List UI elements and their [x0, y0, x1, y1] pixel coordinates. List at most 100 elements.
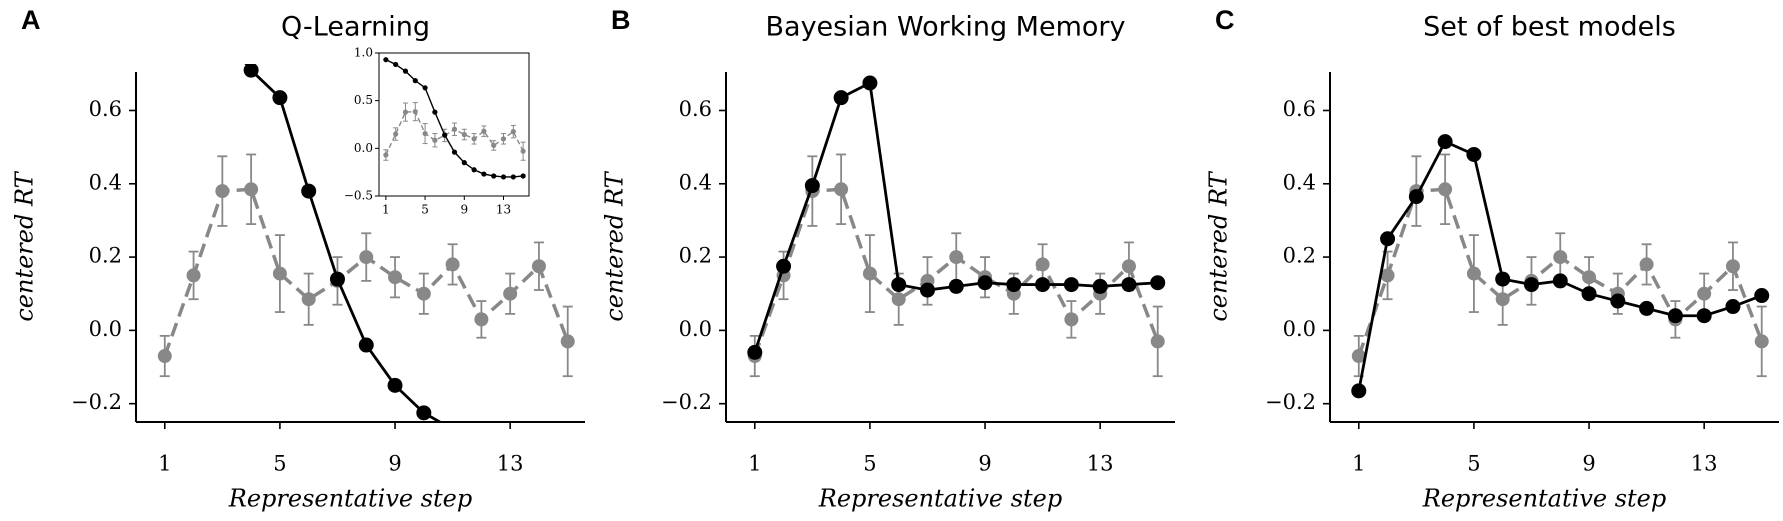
point: [531, 433, 546, 448]
point: [1035, 257, 1050, 272]
y-tick-label: 0.2: [1283, 244, 1316, 268]
point: [1437, 134, 1453, 150]
x-tick-label: 9: [1582, 452, 1595, 476]
point: [1121, 277, 1137, 293]
point: [215, 184, 230, 199]
point: [560, 334, 575, 349]
point: [402, 109, 409, 115]
point: [412, 109, 418, 115]
point: [531, 259, 546, 274]
y-tick-label: −0.2: [71, 390, 122, 414]
point: [422, 85, 428, 91]
point: [383, 152, 389, 158]
plot-area: [157, 26, 575, 448]
point: [1639, 257, 1654, 272]
y-tick-label: 0.0: [679, 317, 712, 341]
point: [1495, 271, 1511, 287]
inset-x-tick-label: 5: [421, 203, 429, 217]
plot-area: [1351, 134, 1770, 399]
x-tick-label: 9: [388, 452, 401, 476]
point: [1092, 278, 1108, 294]
y-tick-label: 0.2: [679, 244, 712, 268]
point: [481, 171, 487, 177]
point: [1466, 146, 1482, 162]
point: [491, 142, 497, 149]
point: [862, 75, 878, 91]
point: [474, 429, 489, 444]
y-tick-label: 0.6: [679, 97, 712, 121]
y-axis-label: centered RT: [1205, 170, 1233, 321]
plot-area: [747, 75, 1166, 378]
x-tick-label: 13: [1691, 452, 1718, 476]
point: [520, 173, 526, 179]
point: [560, 429, 575, 444]
inset-y-tick-label: 1.0: [354, 46, 373, 60]
point: [1667, 308, 1683, 324]
point: [329, 271, 345, 287]
inset-y-tick-label: 0.0: [354, 141, 373, 155]
panel-label: A: [21, 5, 41, 35]
point: [520, 148, 526, 154]
x-tick-label: 5: [1467, 452, 1480, 476]
y-tick-label: 0.4: [1283, 170, 1316, 194]
point: [416, 405, 432, 421]
point: [804, 178, 820, 194]
point: [481, 128, 487, 134]
x-axis-label: Representative step: [818, 485, 1062, 513]
point: [500, 174, 507, 180]
point: [442, 132, 448, 138]
point: [272, 90, 288, 106]
point: [891, 277, 907, 293]
x-axis-label: Representative step: [228, 485, 472, 513]
point: [1380, 268, 1395, 283]
point: [1754, 288, 1770, 304]
inset-x-tick-label: 1: [382, 203, 390, 217]
point: [776, 258, 792, 274]
point: [1351, 349, 1366, 364]
point: [244, 182, 259, 197]
inset-y-tick-label: 0.5: [354, 93, 373, 107]
series-line: [753, 80, 1158, 353]
x-tick-label: 1: [158, 452, 171, 476]
y-tick-label: 0.0: [1283, 317, 1316, 341]
point: [747, 344, 763, 360]
point: [301, 292, 316, 307]
point: [1582, 270, 1597, 285]
point: [157, 349, 172, 364]
inset-x-tick-label: 9: [460, 203, 468, 217]
point: [412, 78, 418, 84]
panel-label: C: [1215, 5, 1235, 35]
point: [1380, 231, 1396, 247]
x-tick-label: 1: [1352, 452, 1365, 476]
point: [471, 136, 477, 142]
point: [359, 250, 374, 265]
point: [358, 337, 374, 353]
y-tick-label: −0.2: [1265, 390, 1316, 414]
point: [1725, 299, 1741, 315]
point: [1581, 286, 1597, 302]
y-tick-label: 0.4: [679, 170, 712, 194]
point: [503, 433, 518, 448]
point: [862, 266, 877, 281]
point: [1121, 259, 1136, 274]
point: [422, 130, 428, 137]
point: [1725, 259, 1740, 274]
point: [1438, 182, 1453, 197]
point: [491, 173, 497, 179]
point: [1610, 293, 1626, 309]
x-tick-label: 13: [1087, 452, 1114, 476]
x-axis-label: Representative step: [1422, 485, 1666, 513]
point: [474, 312, 489, 327]
point: [215, 26, 230, 41]
point: [272, 266, 287, 281]
point: [1553, 250, 1568, 265]
point: [1351, 383, 1367, 399]
point: [1697, 286, 1712, 301]
point: [919, 282, 935, 298]
chart-title: Bayesian Working Memory: [766, 12, 1126, 43]
point: [510, 174, 516, 180]
point: [1150, 334, 1165, 349]
point: [393, 61, 399, 68]
point: [402, 68, 409, 74]
